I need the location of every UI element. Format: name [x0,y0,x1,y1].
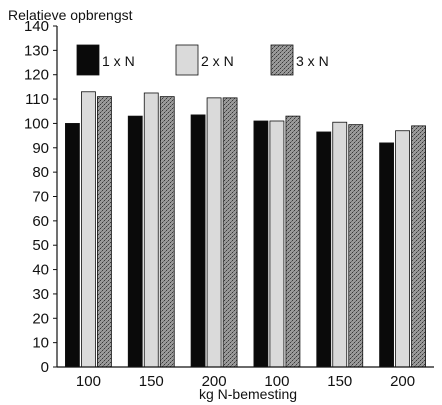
y-tick-label: 40 [32,262,49,279]
bar-1xN-4 [316,131,332,368]
x-axis-ticks: 100 150 200 100 150 200 [76,373,415,390]
bar-2xN-1 [143,92,159,368]
legend-swatch [270,44,294,76]
bar-2xN-3 [269,120,285,368]
y-tick-label: 10 [32,335,49,352]
legend-swatch [175,44,199,76]
y-tick-label: 100 [24,115,49,132]
y-tick-label: 0 [41,359,49,376]
bar-3xN-3 [285,115,301,368]
y-tick-label: 30 [32,286,49,303]
y-tick-label: 60 [32,213,49,230]
bar-2xN-5 [395,130,410,368]
x-tick-label: 100 [76,373,101,390]
bar-1xN-1 [127,115,143,368]
legend: 1 x N 2 x N 3 x N [76,44,329,76]
x-tick-label: 200 [390,373,415,390]
bar-1xN-3 [253,120,269,368]
bar-3xN-1 [159,96,175,368]
bar-2xN-4 [332,121,348,368]
legend-label: 2 x N [201,53,234,69]
y-tick-label: 90 [32,140,49,157]
bar-1xN-5 [379,142,394,368]
bar-3xN-2 [222,97,238,368]
y-tick-label: 120 [24,67,49,84]
x-tick-label: 100 [264,373,289,390]
y-tick-label: 130 [24,42,49,59]
bars-group [65,91,426,368]
x-tick-label: 150 [139,373,164,390]
y-tick-label: 70 [32,189,49,206]
bar-3xN-0 [97,96,112,368]
y-tick-label: 80 [32,164,49,181]
legend-swatch [76,44,100,76]
bar-3xN-4 [348,124,364,368]
y-tick-label: 140 [24,18,49,35]
x-tick-label: 200 [202,373,227,390]
bar-1xN-0 [65,123,80,368]
bar-2xN-2 [206,97,222,368]
x-tick-label: 150 [327,373,352,390]
y-axis-ticks: 0 10 20 30 40 50 60 70 80 90 100 110 120 130 140 [24,18,57,376]
x-axis-title: kg N-bemesting [199,386,297,402]
legend-label: 1 x N [102,53,135,69]
bar-2xN-0 [81,91,96,368]
y-tick-label: 20 [32,310,49,327]
y-tick-label: 110 [25,91,49,108]
bar-3xN-5 [411,125,426,368]
y-tick-label: 50 [32,237,49,254]
y-axis-title: Relatieve opbrengst [8,7,133,23]
legend-label: 3 x N [296,53,329,69]
bar-1xN-2 [190,114,206,368]
